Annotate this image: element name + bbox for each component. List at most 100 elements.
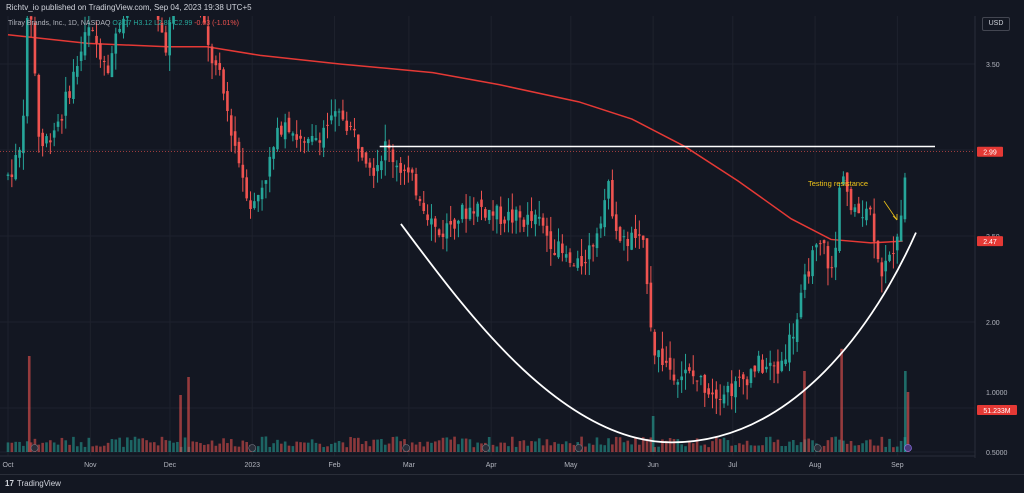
legend-high: H3.12 [133, 20, 153, 27]
candle-body [75, 66, 79, 77]
tradingview-logo[interactable]: 17 TradingView [5, 479, 61, 488]
volume-bar [110, 439, 114, 452]
candle-body [264, 180, 268, 184]
candle-body [869, 207, 872, 210]
candle-body [25, 18, 29, 117]
candle-body [260, 187, 264, 200]
volume-bar [310, 439, 314, 452]
candle-body [168, 22, 171, 56]
candle-body [241, 164, 245, 178]
candle-body [330, 115, 333, 121]
volume-bar [718, 439, 722, 452]
volume-bar [495, 446, 499, 452]
candle-body [772, 365, 776, 367]
candle-body [299, 135, 302, 139]
volume-bar [514, 446, 518, 452]
volume-bar [795, 445, 799, 452]
volume-bar [141, 438, 145, 452]
annotations: Testing resistance [0, 145, 975, 444]
candle-body [788, 334, 791, 363]
candle-body [430, 218, 433, 225]
time-tick-label: Feb [329, 462, 341, 469]
volume-bar [707, 447, 710, 452]
candle-body [807, 271, 811, 277]
candle-body [784, 359, 787, 364]
candle-body [715, 389, 718, 399]
volume-bar [564, 441, 568, 452]
candle-body [803, 274, 807, 290]
volume-bar [79, 442, 83, 452]
volume-bar [622, 442, 626, 452]
volume-bar [653, 447, 657, 452]
volume-bar [537, 438, 541, 452]
volume-bar [434, 441, 437, 452]
volume-bar [865, 440, 868, 452]
volume-tick-label: 1.0000 [986, 390, 1008, 397]
volume-bar [241, 440, 245, 452]
candle-body [22, 115, 25, 154]
volume-bar [299, 442, 302, 452]
legend-open: O3.07 [112, 20, 132, 27]
candle-body [884, 260, 887, 272]
candle-body [372, 167, 376, 176]
candle-body [349, 125, 352, 127]
time-tick-label: Sep [891, 462, 904, 469]
candle-body [18, 149, 21, 158]
volume-bar [784, 446, 787, 452]
volume-bars [6, 348, 910, 452]
volume-bar [561, 444, 564, 452]
candle-body [249, 200, 252, 209]
time-tick-label: 2023 [244, 462, 260, 469]
candle-body [580, 255, 583, 267]
volume-bar [191, 441, 195, 452]
volume-bar [468, 439, 472, 452]
volume-bar [41, 442, 44, 452]
volume-bar [638, 444, 641, 452]
volume-bar [869, 439, 872, 452]
candle-body [853, 207, 857, 212]
currency-button[interactable]: USD [982, 17, 1010, 31]
candle-body [460, 204, 464, 220]
volume-bar [6, 442, 10, 452]
candle-body [6, 174, 10, 176]
volume-bar [353, 438, 356, 452]
candle-body [41, 132, 44, 147]
candle-body [876, 240, 880, 260]
candle-body [572, 265, 576, 267]
volume-bar [591, 444, 595, 452]
candle-body [738, 376, 741, 378]
volume-bar [464, 438, 468, 452]
volume-bar [52, 442, 56, 452]
volume-spike [904, 371, 907, 452]
publish-info: Richtv_io published on TradingView.com, … [6, 3, 252, 12]
grid [0, 16, 975, 456]
volume-bar [711, 441, 714, 452]
candle-body [634, 228, 637, 238]
volume-bar [133, 436, 137, 452]
candle-body [568, 252, 572, 263]
candle-body [437, 229, 441, 236]
candle-body [476, 203, 479, 217]
candle-body [649, 282, 653, 328]
volume-bar [391, 436, 395, 452]
volume-bar [349, 436, 352, 452]
symbol-legend[interactable]: Tilray Brands, Inc., 1D, NASDAQ O3.07 H3… [8, 20, 239, 27]
candle-body [795, 319, 799, 342]
volume-bar [664, 440, 668, 452]
candle-body [811, 250, 814, 277]
candle-body [68, 91, 71, 98]
volume-bar [607, 438, 610, 452]
volume-bar [595, 437, 599, 452]
volume-bar [792, 440, 795, 452]
candle-body [510, 209, 514, 223]
volume-bar [114, 439, 118, 452]
candle-body [87, 27, 91, 36]
volume-bar [149, 442, 152, 452]
candle-body [834, 247, 837, 268]
candle-body [268, 156, 272, 177]
volume-bar [630, 444, 633, 452]
candle-body [383, 141, 387, 161]
candle-body [434, 218, 437, 227]
candle-body [530, 211, 533, 221]
volume-bar [176, 441, 179, 452]
